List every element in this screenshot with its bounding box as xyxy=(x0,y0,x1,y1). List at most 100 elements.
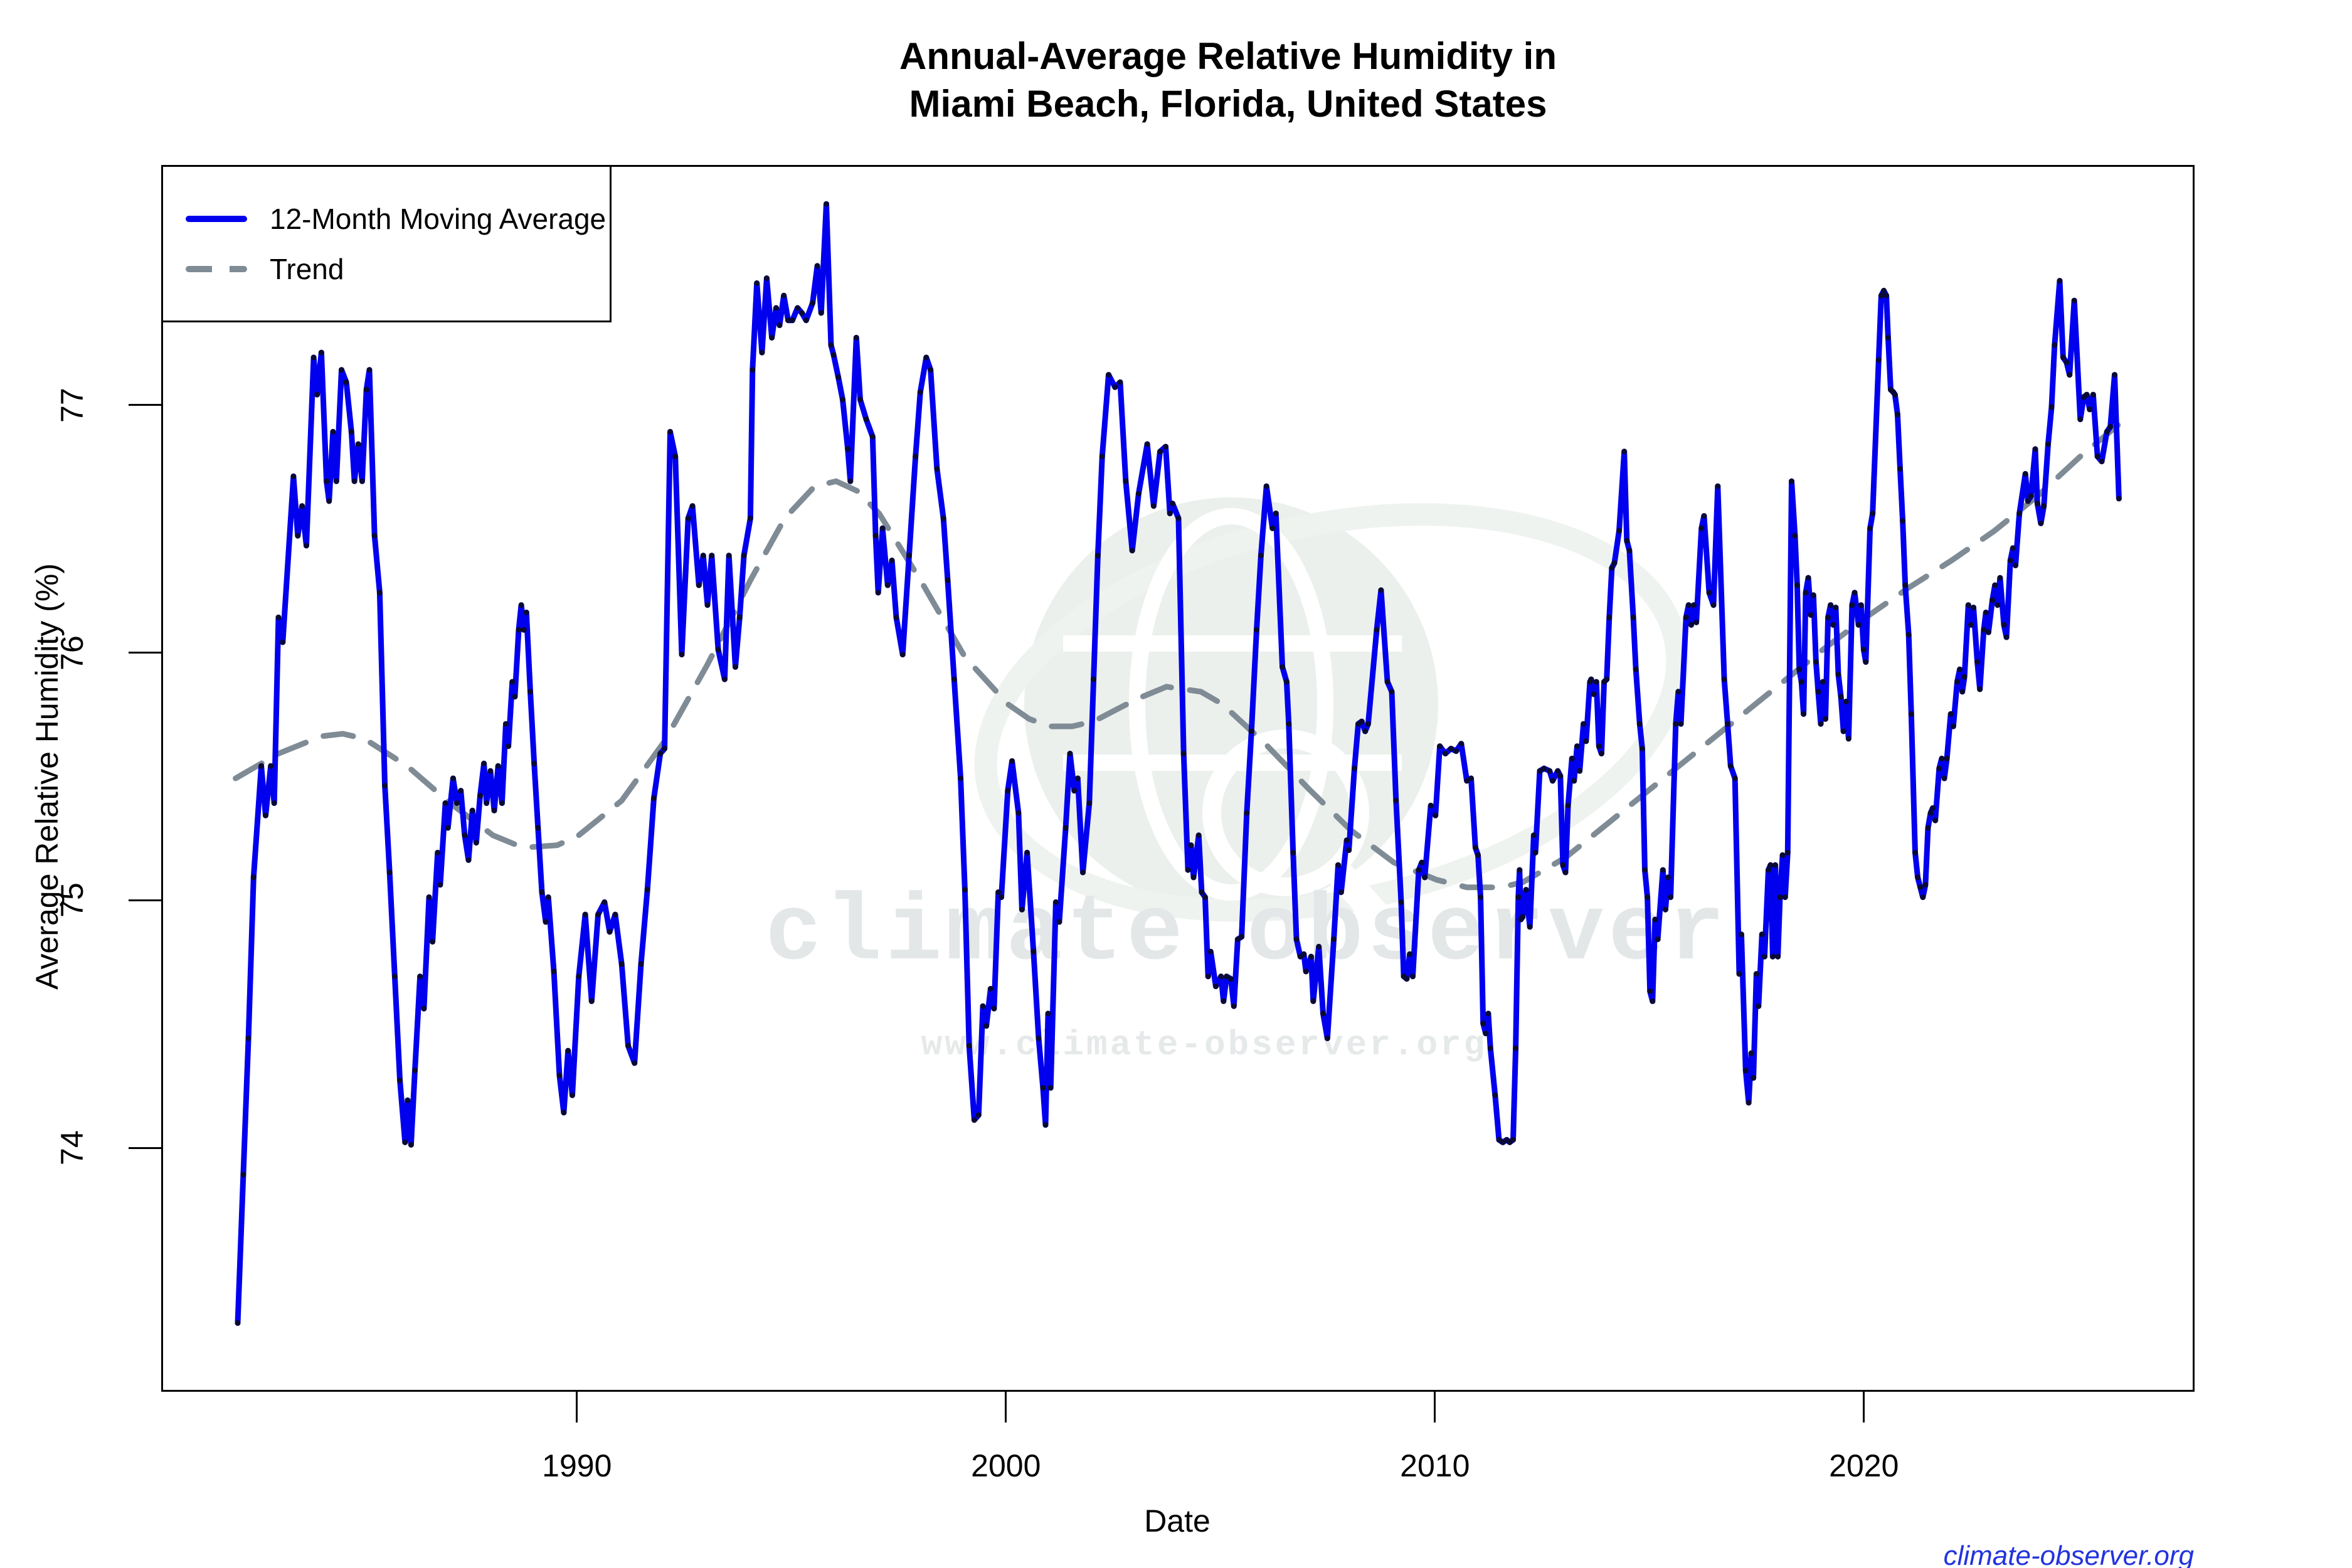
data-point xyxy=(1685,602,1692,608)
data-point xyxy=(1218,973,1224,980)
y-axis-tick xyxy=(129,404,161,406)
data-point xyxy=(1616,527,1622,534)
data-point xyxy=(1480,1020,1486,1027)
data-point xyxy=(763,275,770,282)
data-point xyxy=(523,610,529,615)
chart-title-line2: Miami Beach, Florida, United States xyxy=(909,83,1547,125)
data-point xyxy=(1180,751,1187,756)
data-point xyxy=(1517,867,1523,873)
data-point xyxy=(945,577,951,583)
data-point xyxy=(258,763,265,769)
data-point xyxy=(1483,1030,1489,1037)
data-point xyxy=(1639,746,1645,752)
x-axis-tick xyxy=(1005,1390,1007,1422)
data-point xyxy=(1957,666,1963,672)
data-point xyxy=(1468,775,1474,781)
data-point xyxy=(363,386,369,393)
data-point xyxy=(2016,511,2023,517)
data-point xyxy=(1965,602,1971,608)
data-point xyxy=(512,694,518,700)
data-point xyxy=(999,894,1004,900)
data-point xyxy=(1389,689,1395,695)
data-point xyxy=(2032,446,2038,452)
data-point xyxy=(245,1036,252,1041)
data-point xyxy=(747,516,753,521)
data-point xyxy=(1384,679,1391,685)
data-point xyxy=(458,788,464,794)
data-point xyxy=(1036,1036,1042,1041)
data-point xyxy=(1751,1075,1757,1081)
data-point xyxy=(473,840,479,846)
data-point xyxy=(1320,1010,1326,1017)
data-point xyxy=(1845,736,1851,742)
footer-site-link[interactable]: climate-observer.org xyxy=(1943,1540,2194,1568)
data-point xyxy=(2022,471,2028,477)
plot-area: climate observer www.climate-observer.or… xyxy=(161,165,2195,1392)
data-point xyxy=(503,721,509,727)
data-point xyxy=(1604,676,1610,682)
data-point xyxy=(2007,558,2013,564)
data-point xyxy=(1410,973,1416,980)
data-point xyxy=(355,441,361,447)
data-point xyxy=(1290,849,1296,856)
data-point xyxy=(318,349,324,356)
data-point xyxy=(1815,689,1821,695)
data-point xyxy=(1527,924,1533,930)
data-point xyxy=(268,763,274,769)
data-point xyxy=(1820,679,1826,685)
data-point xyxy=(913,453,919,460)
data-point xyxy=(521,627,527,633)
data-point xyxy=(1248,728,1254,734)
data-point xyxy=(1875,357,1882,363)
data-point xyxy=(1062,825,1069,831)
data-point xyxy=(1668,894,1674,900)
data-point xyxy=(1721,676,1727,682)
data-point xyxy=(1422,874,1428,881)
data-point xyxy=(1047,1084,1054,1091)
data-point xyxy=(1185,867,1191,873)
data-point xyxy=(1099,453,1105,460)
legend-item-trend: Trend xyxy=(186,252,610,286)
data-point xyxy=(685,516,691,521)
data-point xyxy=(1782,894,1788,900)
data-point xyxy=(1777,894,1783,900)
data-point xyxy=(869,433,876,440)
data-point xyxy=(1591,691,1597,697)
data-point xyxy=(556,1073,563,1079)
data-point xyxy=(454,800,460,806)
data-point xyxy=(906,553,912,559)
data-point xyxy=(561,1110,567,1116)
data-point xyxy=(1532,849,1539,856)
chart-title-line1: Annual-Average Relative Humidity in xyxy=(899,35,1557,77)
data-point xyxy=(450,775,456,781)
data-point xyxy=(845,446,851,452)
data-point xyxy=(1833,605,1839,611)
data-point xyxy=(1652,916,1658,923)
data-point xyxy=(1767,862,1774,868)
data-point xyxy=(240,1172,246,1178)
data-point xyxy=(750,367,756,373)
data-point xyxy=(726,553,732,559)
data-point xyxy=(814,263,820,269)
data-point xyxy=(271,800,277,806)
data-point xyxy=(1346,847,1352,853)
data-point xyxy=(1541,765,1547,771)
data-point xyxy=(1944,755,1950,761)
data-point xyxy=(715,647,721,653)
data-point xyxy=(1989,597,1996,603)
data-point xyxy=(1150,503,1157,509)
data-point xyxy=(769,334,775,341)
data-point xyxy=(1485,1010,1491,1017)
data-point xyxy=(721,676,728,682)
data-point xyxy=(1920,894,1926,900)
data-point xyxy=(1792,532,1798,539)
data-point xyxy=(1796,666,1803,672)
data-point xyxy=(1052,899,1059,905)
data-point xyxy=(1881,287,1887,294)
data-point xyxy=(1135,490,1142,497)
data-point xyxy=(1766,867,1771,873)
data-point xyxy=(667,428,673,435)
data-point xyxy=(1698,525,1705,531)
legend-box: 12-Month Moving Average Trend xyxy=(161,165,612,322)
data-point xyxy=(889,558,895,564)
